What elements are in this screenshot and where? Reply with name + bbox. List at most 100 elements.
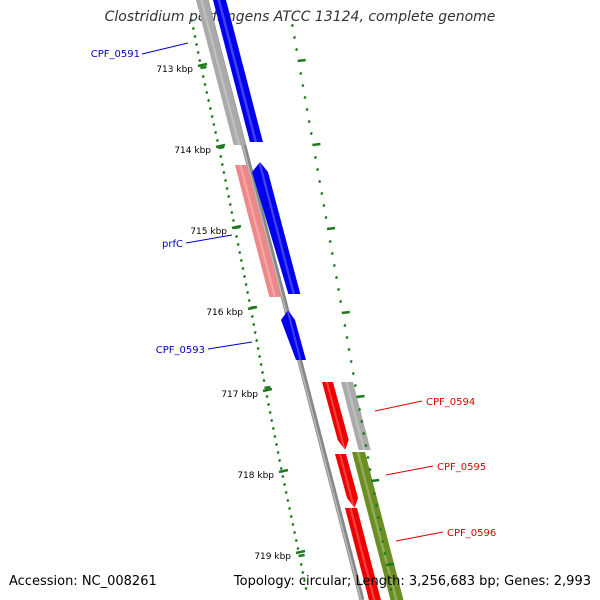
gene-olive-0595-0596-highlight: [356, 452, 398, 600]
gene-label-leader: [141, 42, 189, 55]
ruler-left-dash: [241, 266, 245, 271]
ruler-left-dash: [206, 98, 211, 103]
ruler-left-dash: [238, 250, 242, 255]
ruler-left-dash: [223, 178, 228, 183]
ruler-right-dash: [305, 107, 309, 112]
ruler-right-dash: [362, 431, 366, 436]
ruler-left-dash: [196, 50, 200, 55]
ruler-left-dash: [279, 466, 283, 471]
ruler-left-dash: [222, 170, 226, 175]
ruler-left-dash: [260, 370, 265, 375]
ruler-left-dash: [255, 338, 259, 343]
gene-CPF_0594: [322, 382, 349, 450]
ruler-right-dash: [322, 203, 326, 208]
ruler-left-dash: [281, 474, 285, 479]
ruler-right-dash: [389, 587, 393, 592]
ruler-left-dash: [200, 65, 207, 70]
ruler-left-dash: [225, 186, 229, 191]
ruler-left-major-tick: [215, 143, 226, 149]
ruler-right-dash: [347, 347, 351, 352]
ruler-left-dash: [217, 145, 225, 150]
gene-CPF_0594-highlight: [325, 382, 346, 450]
ruler-left-dash: [193, 34, 197, 39]
gene-pink-prfC-left: [235, 165, 282, 297]
ruler-right-dash: [337, 287, 341, 292]
ruler-right-dash: [343, 323, 347, 328]
ruler-left-dash: [205, 90, 209, 95]
ruler-left-dash: [268, 410, 272, 415]
gene-label-leader: [395, 531, 444, 542]
ruler-right-dash: [372, 491, 376, 496]
ruler-left-major-tick: [262, 387, 273, 393]
ruler-left-dash: [282, 482, 287, 487]
ruler-left-dash: [201, 74, 205, 79]
ruler-right-dash: [387, 575, 391, 580]
gene-gray-0594-right-highlight: [345, 382, 366, 450]
ruler-right-dash: [358, 407, 362, 412]
gene-CPF_0591: [213, 0, 263, 142]
gene-CPF_0596: [345, 508, 381, 600]
ruler-right-dash: [379, 527, 383, 532]
ruler-right-dash: [297, 58, 306, 63]
gene-label-leader: [207, 341, 253, 350]
ruler-tick-label: 716 kbp: [206, 308, 243, 318]
ruler-right-dash: [324, 215, 328, 220]
ruler-left-dash: [215, 138, 220, 143]
gene-olive-0595-0596: [352, 452, 404, 600]
ruler-tick-label: 713 kbp: [156, 65, 193, 75]
ruler-right-dash: [318, 179, 322, 184]
gene-prfC-highlight: [258, 162, 295, 294]
ruler-left-dash: [190, 18, 194, 23]
ruler-left-dash: [276, 450, 280, 455]
ruler-left-dash: [256, 346, 260, 351]
gene-CPF_0595: [335, 454, 359, 508]
ruler-left-dash: [264, 385, 271, 390]
ruler-right-dash: [334, 275, 339, 280]
gene-CPF_0593: [281, 310, 306, 360]
gene-CPF_0596-highlight: [349, 508, 376, 600]
ruler-left-dash: [271, 426, 275, 431]
ruler-right-dash: [383, 551, 387, 556]
ruler-left-dash: [298, 553, 305, 558]
ruler-left-dash: [301, 570, 305, 575]
ruler-right-dash: [295, 47, 299, 52]
ruler-right-dash: [312, 142, 321, 147]
ruler-left-dash: [220, 162, 224, 167]
ruler-left-dash: [296, 546, 300, 551]
gene-CPF_0593-highlight: [286, 310, 302, 360]
ruler-left-major-tick: [295, 549, 306, 555]
ruler-right-dash: [345, 335, 349, 340]
ruler-left-dash: [265, 394, 269, 399]
ruler-right-dash: [307, 119, 311, 124]
gene-label[interactable]: prfC: [162, 239, 183, 250]
ruler-left-major-tick: [247, 305, 258, 311]
ruler-left-dash: [284, 490, 288, 495]
ruler-left-dash: [247, 298, 251, 303]
gene-label[interactable]: CPF_0595: [437, 462, 486, 473]
gene-label[interactable]: CPF_0593: [156, 345, 205, 356]
ruler-left-dash: [293, 530, 297, 535]
ruler-left-dash: [231, 218, 235, 223]
gene-CPF_0595-highlight: [338, 454, 356, 508]
accession-text: Accession: NC_008261: [9, 574, 157, 589]
ruler-right-dash: [301, 83, 305, 88]
ruler-left-dash: [210, 114, 214, 119]
ruler-right-dash: [303, 95, 307, 100]
ruler-right-dash: [366, 455, 370, 460]
ruler-left-dash: [259, 362, 263, 367]
ruler-left-major-tick: [197, 62, 208, 68]
gene-label[interactable]: CPF_0596: [447, 528, 496, 539]
ruler-right-dash: [330, 251, 334, 256]
ruler-right-dash: [374, 503, 378, 508]
ruler-left-dash: [212, 122, 216, 127]
ruler-right-dash: [313, 155, 318, 160]
ruler-left-dash: [239, 258, 243, 263]
gene-label[interactable]: CPF_0594: [426, 397, 475, 408]
ruler-right-dash: [341, 310, 350, 315]
gene-label[interactable]: CPF_0591: [91, 49, 140, 60]
gene-CPF_0591-highlight: [217, 0, 258, 142]
ruler-left-dash: [299, 562, 303, 567]
ruler-left-dash: [198, 58, 202, 63]
ruler-left-dash: [236, 242, 240, 247]
